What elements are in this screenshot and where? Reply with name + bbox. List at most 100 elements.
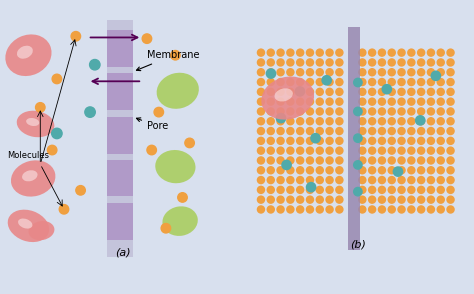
Circle shape	[276, 78, 285, 86]
Circle shape	[296, 78, 304, 86]
Circle shape	[266, 205, 275, 214]
Circle shape	[417, 49, 425, 57]
Circle shape	[407, 58, 416, 67]
Circle shape	[266, 146, 275, 155]
Circle shape	[353, 160, 363, 170]
Ellipse shape	[8, 210, 49, 242]
Circle shape	[335, 146, 344, 155]
Circle shape	[388, 205, 396, 214]
Circle shape	[276, 68, 285, 76]
Circle shape	[306, 205, 314, 214]
Circle shape	[52, 128, 62, 139]
Circle shape	[378, 58, 386, 67]
Circle shape	[316, 196, 324, 204]
Circle shape	[306, 166, 314, 175]
Circle shape	[427, 58, 435, 67]
Circle shape	[427, 205, 435, 214]
Circle shape	[447, 156, 455, 165]
Circle shape	[325, 156, 334, 165]
Circle shape	[358, 186, 366, 194]
Circle shape	[276, 166, 285, 175]
Circle shape	[325, 176, 334, 184]
Circle shape	[286, 107, 295, 116]
Circle shape	[266, 186, 275, 194]
Circle shape	[358, 156, 366, 165]
Circle shape	[276, 88, 285, 96]
Ellipse shape	[5, 34, 52, 76]
Circle shape	[265, 68, 276, 79]
Circle shape	[427, 166, 435, 175]
Circle shape	[417, 88, 425, 96]
Circle shape	[306, 182, 317, 193]
Circle shape	[306, 68, 314, 76]
Circle shape	[427, 186, 435, 194]
Circle shape	[378, 117, 386, 126]
Circle shape	[447, 88, 455, 96]
Circle shape	[325, 127, 334, 135]
Circle shape	[281, 160, 292, 170]
Circle shape	[257, 97, 265, 106]
Circle shape	[437, 146, 445, 155]
Circle shape	[447, 176, 455, 184]
Circle shape	[407, 88, 416, 96]
Circle shape	[296, 156, 304, 165]
Circle shape	[368, 78, 376, 86]
Circle shape	[325, 137, 334, 145]
Circle shape	[427, 137, 435, 145]
Circle shape	[335, 49, 344, 57]
Circle shape	[447, 68, 455, 76]
Circle shape	[316, 205, 324, 214]
Circle shape	[325, 78, 334, 86]
Circle shape	[388, 107, 396, 116]
Circle shape	[368, 127, 376, 135]
Circle shape	[407, 49, 416, 57]
Circle shape	[378, 205, 386, 214]
Ellipse shape	[26, 118, 39, 126]
Text: (a): (a)	[116, 248, 131, 258]
Circle shape	[427, 146, 435, 155]
Circle shape	[178, 193, 187, 202]
Text: Molecules: Molecules	[7, 151, 49, 160]
Circle shape	[286, 58, 295, 67]
Circle shape	[306, 137, 314, 145]
Circle shape	[388, 117, 396, 126]
Circle shape	[388, 176, 396, 184]
Circle shape	[427, 97, 435, 106]
Circle shape	[353, 106, 363, 116]
Circle shape	[316, 58, 324, 67]
Circle shape	[266, 127, 275, 135]
Circle shape	[276, 146, 285, 155]
Circle shape	[447, 146, 455, 155]
Ellipse shape	[11, 160, 55, 197]
Circle shape	[296, 97, 304, 106]
Ellipse shape	[163, 206, 198, 236]
Circle shape	[407, 127, 416, 135]
Circle shape	[296, 127, 304, 135]
Circle shape	[358, 58, 366, 67]
Circle shape	[335, 117, 344, 126]
Circle shape	[427, 68, 435, 76]
Circle shape	[296, 88, 304, 96]
Circle shape	[417, 68, 425, 76]
Circle shape	[325, 97, 334, 106]
Circle shape	[358, 127, 366, 135]
Circle shape	[358, 117, 366, 126]
Circle shape	[358, 78, 366, 86]
Circle shape	[407, 137, 416, 145]
Circle shape	[368, 88, 376, 96]
Circle shape	[368, 166, 376, 175]
Circle shape	[397, 107, 406, 116]
Circle shape	[36, 103, 45, 112]
Circle shape	[59, 205, 69, 214]
Circle shape	[437, 156, 445, 165]
Circle shape	[368, 176, 376, 184]
Ellipse shape	[28, 221, 55, 240]
Circle shape	[266, 156, 275, 165]
Circle shape	[276, 196, 285, 204]
Circle shape	[407, 186, 416, 194]
Circle shape	[257, 117, 265, 126]
Circle shape	[142, 34, 152, 44]
Circle shape	[407, 117, 416, 126]
Circle shape	[286, 146, 295, 155]
Circle shape	[427, 127, 435, 135]
